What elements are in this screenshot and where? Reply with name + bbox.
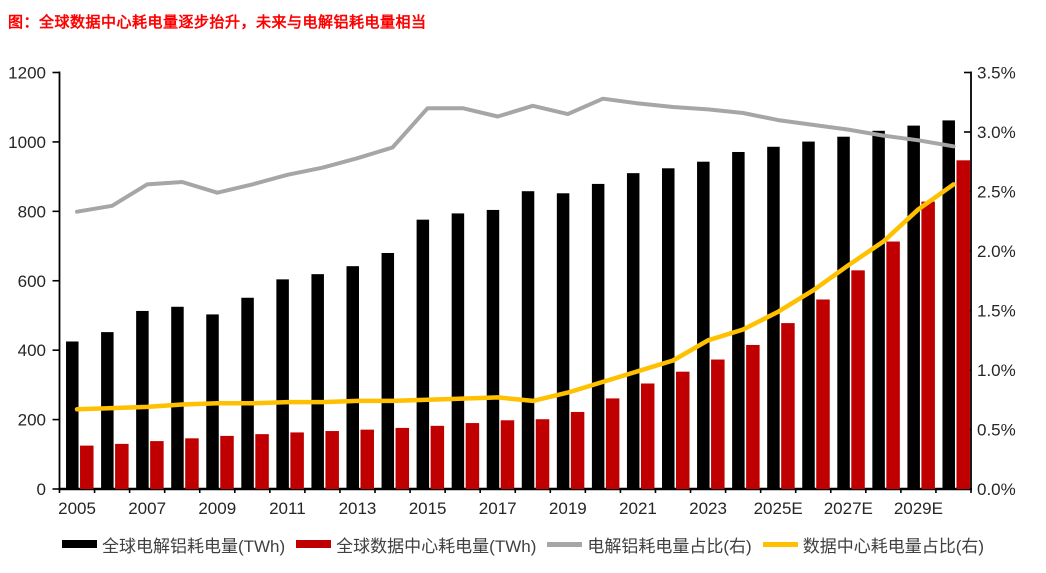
aluminum-bar	[486, 209, 500, 489]
x-axis-tick-label: 2021	[619, 499, 657, 518]
left-axis-tick-label: 1000	[8, 133, 46, 152]
datacenter-bar	[816, 299, 830, 489]
legend-swatch-red-bar	[296, 540, 332, 548]
axes	[58, 71, 972, 491]
x-axis-tick-label: 2013	[339, 499, 377, 518]
right-axis-tick-label: 3.5%	[977, 64, 1016, 83]
x-axis-tick-label: 2019	[549, 499, 587, 518]
aluminum-bar	[872, 130, 885, 489]
datacenter-bar	[395, 427, 410, 489]
right-axis-tick-label: 0.0%	[977, 480, 1016, 499]
combo-chart-canvas: 0 200 400 600 800 1000 1200 0.0% 0.5% 1.0% 1.5% 2.0…	[8, 64, 1016, 519]
datacenter-bar	[570, 411, 585, 489]
legend-swatch-gray-line	[547, 541, 583, 547]
x-axis-tick-label: 2029E	[894, 499, 943, 518]
aluminum-bar	[241, 297, 254, 489]
x-axis-tick-label: 2023	[689, 499, 727, 518]
left-axis-tick-label: 1200	[8, 64, 46, 83]
aluminum-bar	[837, 136, 850, 489]
x-axis-tick-label: 2025E	[754, 499, 803, 518]
legend-swatch-black-bar	[61, 540, 97, 548]
datacenter-bar	[80, 445, 94, 489]
aluminum-bar	[136, 310, 149, 489]
legend-label-aluminum-consumption: 全球电解铝耗电量(TWh)	[101, 536, 286, 556]
datacenter-share-line	[74, 182, 956, 412]
x-axis-tick-label: 2015	[409, 499, 447, 518]
datacenter-bar	[921, 201, 935, 490]
left-axis-tick-label: 400	[18, 341, 46, 360]
datacenter-bar	[956, 160, 970, 490]
right-axis-tick-label: 1.0%	[977, 361, 1016, 380]
datacenter-bar	[115, 443, 129, 489]
datacenter-bar	[711, 359, 725, 489]
datacenter-bar	[886, 241, 900, 489]
right-axis-tick-label: 3.0%	[977, 123, 1016, 142]
legend-item-datacenter-consumption: 全球数据中心耗电量(TWh)	[296, 532, 536, 557]
legend-label-datacenter-share: 数据中心耗电量占比(右)	[802, 536, 985, 556]
aluminum-bar	[381, 252, 395, 489]
aluminum-bar	[521, 191, 535, 489]
aluminum-bar	[346, 266, 359, 489]
axis-tick-labels: 0 200 400 600 800 1000 1200 0.0% 0.5% 1.0% 1.5% 2.0…	[8, 64, 1016, 519]
datacenter-bar	[360, 429, 374, 489]
aluminum-bar	[416, 219, 430, 489]
datacenter-bar	[185, 438, 199, 489]
aluminum-bar	[276, 279, 289, 489]
legend-label-aluminum-share: 电解铝耗电量占比(右)	[587, 536, 752, 556]
legend-label-datacenter-consumption: 全球数据中心耗电量(TWh)	[336, 536, 537, 556]
x-axis-tick-label: 2009	[198, 499, 236, 518]
right-axis-tick-label: 2.5%	[977, 183, 1016, 202]
datacenter-bar	[535, 419, 550, 489]
datacenter-bar	[150, 441, 164, 489]
aluminum-bar	[626, 173, 640, 489]
left-axis-tick-label: 0	[37, 480, 46, 499]
datacenter-bar	[500, 420, 515, 489]
legend-swatch-yellow-line	[762, 541, 798, 547]
aluminum-bar	[802, 141, 815, 489]
datacenter-bars	[80, 160, 970, 490]
aluminum-share-line	[75, 96, 956, 214]
right-axis-tick-label: 2.0%	[977, 242, 1016, 261]
aluminum-bar	[171, 306, 184, 489]
datacenter-bar	[220, 435, 234, 489]
aluminum-bar	[697, 161, 710, 489]
aluminum-bar	[451, 213, 465, 489]
aluminum-bar	[662, 168, 675, 490]
datacenter-bar	[640, 383, 655, 489]
chart-title: 图：全球数据中心耗电量逐步抬升，未来与电解铝耗电量相当	[8, 14, 427, 31]
aluminum-bar	[556, 193, 570, 489]
x-axis-tick-label: 2027E	[824, 499, 873, 518]
datacenter-bar	[430, 425, 445, 489]
x-axis-tick-label: 2011	[269, 499, 306, 518]
datacenter-bar	[781, 323, 795, 489]
right-axis-tick-label: 0.5%	[977, 421, 1016, 440]
datacenter-bar	[290, 432, 304, 489]
aluminum-bar	[101, 332, 114, 489]
datacenter-bar	[255, 434, 269, 489]
right-axis-tick-label: 1.5%	[977, 302, 1016, 321]
left-axis-tick-label: 600	[18, 272, 46, 291]
aluminum-bar	[767, 146, 780, 490]
aluminum-bar	[311, 274, 324, 489]
datacenter-bar	[676, 371, 690, 489]
left-axis-tick-label: 800	[18, 202, 46, 221]
aluminum-bar	[591, 183, 605, 489]
legend-item-datacenter-share: 数据中心耗电量占比(右)	[762, 532, 985, 557]
aluminum-bar	[942, 120, 955, 490]
aluminum-bar	[66, 341, 79, 489]
chart-legend: 全球电解铝耗电量(TWh) 全球数据中心耗电量(TWh) 电解铝耗电量占比(右)…	[0, 531, 1046, 557]
x-axis-tick-label: 2007	[128, 499, 166, 518]
x-axis-tick-label: 2017	[479, 499, 517, 518]
legend-item-aluminum-consumption: 全球电解铝耗电量(TWh)	[61, 532, 286, 557]
datacenter-bar	[746, 344, 760, 489]
aluminum-bar	[732, 151, 745, 489]
left-axis-tick-label: 200	[18, 411, 46, 430]
aluminum-bar	[907, 125, 920, 489]
datacenter-bar	[465, 423, 480, 489]
datacenter-bar	[851, 270, 865, 489]
x-axis-tick-label: 2005	[58, 499, 96, 518]
datacenter-bar	[325, 431, 339, 489]
legend-item-aluminum-share: 电解铝耗电量占比(右)	[547, 532, 752, 557]
datacenter-bar	[605, 398, 620, 489]
